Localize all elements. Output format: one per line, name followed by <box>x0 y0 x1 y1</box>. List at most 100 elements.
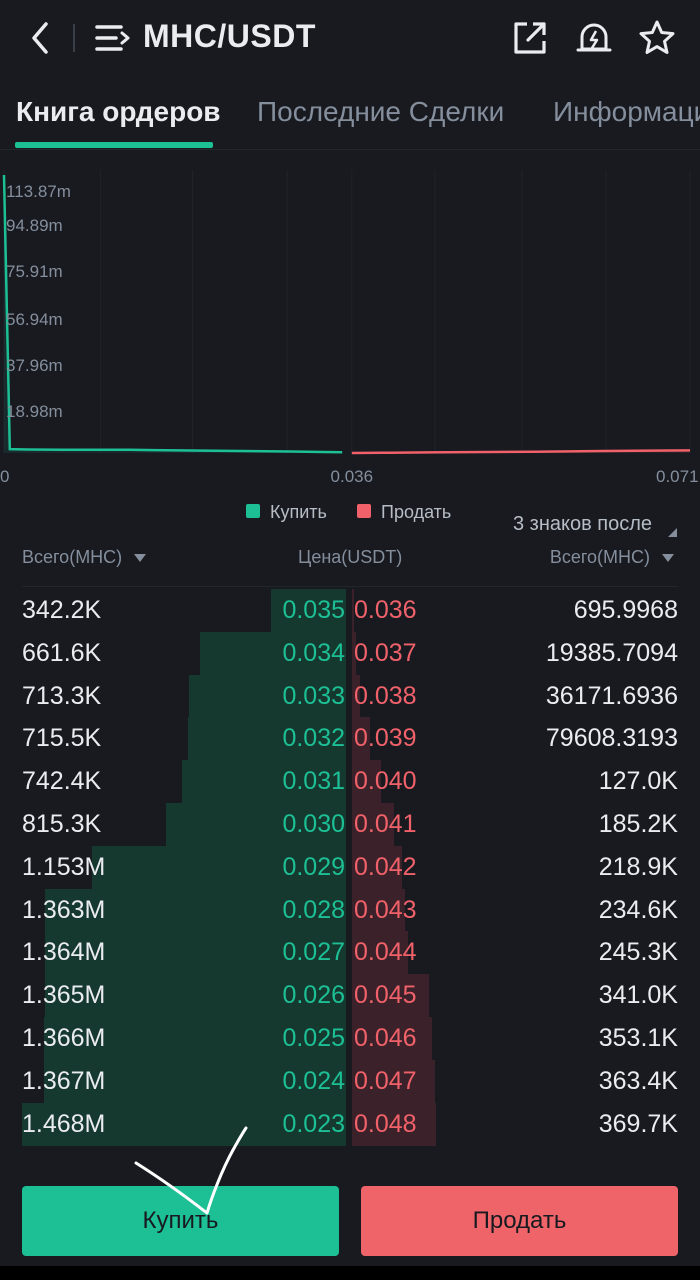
bid-total-header-label: Всего(MHC) <box>22 547 123 567</box>
ask-total-header[interactable]: Всего(MHC) <box>550 547 674 568</box>
ask-price-cell[interactable]: 0.039 <box>354 724 417 753</box>
external-link-icon[interactable] <box>510 18 550 58</box>
bid-total-cell[interactable]: 1.367M <box>22 1066 106 1095</box>
y-tick-label: 56.94m <box>6 310 63 329</box>
bid-price-cell[interactable]: 0.028 <box>282 895 345 924</box>
ask-price-cell[interactable]: 0.048 <box>354 1109 417 1138</box>
ask-price-cell[interactable]: 0.046 <box>354 1024 417 1052</box>
bid-total-cell[interactable]: 815.3K <box>22 810 102 838</box>
bid-price-cell[interactable]: 0.032 <box>282 724 345 753</box>
ask-total-cell[interactable]: 19385.7094 <box>545 638 678 667</box>
header-divider-line <box>22 586 678 587</box>
ask-price-cell[interactable]: 0.037 <box>354 638 417 667</box>
ask-price-cell[interactable]: 0.047 <box>354 1066 417 1095</box>
bid-total-cell[interactable]: 1.363M <box>22 895 106 924</box>
bid-depth-bar <box>199 631 346 675</box>
ask-total-cell[interactable]: 245.3K <box>598 938 678 967</box>
order-book-row[interactable]: 1.363M 0.028 0.043 234.6K <box>0 889 700 932</box>
order-book-row[interactable]: 1.364M 0.027 0.044 245.3K <box>0 931 700 974</box>
ask-total-cell[interactable]: 79608.3193 <box>545 724 678 753</box>
bid-price-cell[interactable]: 0.030 <box>282 810 345 838</box>
buy-button[interactable]: Купить <box>22 1186 339 1256</box>
ask-total-cell[interactable]: 234.6K <box>598 895 678 924</box>
order-book-row[interactable]: 342.2K 0.035 0.036 695.9968 <box>0 589 700 632</box>
order-book-row[interactable]: 742.4K 0.031 0.040 127.0K <box>0 760 700 803</box>
y-tick-label: 18.98m <box>6 402 63 421</box>
bid-depth-bar <box>188 717 346 761</box>
bid-price-cell[interactable]: 0.031 <box>282 767 345 796</box>
ask-price-cell[interactable]: 0.044 <box>354 938 417 967</box>
bid-price-cell[interactable]: 0.024 <box>282 1066 345 1095</box>
bid-price-cell[interactable]: 0.035 <box>282 596 345 624</box>
bid-total-cell[interactable]: 713.3K <box>22 681 102 710</box>
ask-price-cell[interactable]: 0.042 <box>354 852 417 881</box>
ask-total-cell[interactable]: 341.0K <box>598 981 678 1010</box>
ask-depth-bar <box>352 631 357 675</box>
ask-total-cell[interactable]: 185.2K <box>598 810 678 838</box>
bid-price-cell[interactable]: 0.026 <box>282 981 345 1010</box>
ask-total-cell[interactable]: 363.4K <box>598 1066 678 1095</box>
ask-price-cell[interactable]: 0.040 <box>354 767 417 796</box>
caret-down-icon[interactable] <box>662 554 674 563</box>
order-book-row[interactable]: 1.365M 0.026 0.045 341.0K <box>0 974 700 1017</box>
bid-total-cell[interactable]: 1.366M <box>22 1024 106 1052</box>
bid-price-cell[interactable]: 0.034 <box>282 638 345 667</box>
ask-depth-bar <box>352 931 408 975</box>
back-chevron-icon[interactable] <box>20 18 60 58</box>
bid-total-cell[interactable]: 1.364M <box>22 938 106 967</box>
ask-depth-bar <box>352 760 381 804</box>
bid-depth-bar <box>45 888 346 932</box>
bid-total-cell[interactable]: 342.2K <box>22 596 102 624</box>
order-book-row[interactable]: 1.366M 0.025 0.046 353.1K <box>0 1017 700 1060</box>
ask-price-cell[interactable]: 0.041 <box>354 810 417 838</box>
order-book-row[interactable]: 713.3K 0.033 0.038 36171.6936 <box>0 675 700 718</box>
ask-total-cell[interactable]: 218.9K <box>598 852 678 881</box>
ask-depth-bar <box>352 717 371 761</box>
ask-price-cell[interactable]: 0.043 <box>354 895 417 924</box>
ask-total-cell[interactable]: 369.7K <box>598 1109 678 1138</box>
bid-price-cell[interactable]: 0.023 <box>282 1109 345 1138</box>
ask-total-cell[interactable]: 353.1K <box>598 1024 678 1052</box>
sell-button[interactable]: Продать <box>361 1186 678 1256</box>
depth-chart[interactable]: 113.87m 94.89m 75.91m 56.94m 37.96m 18.98m 0 0… <box>0 160 700 490</box>
tab-recent-trades[interactable]: Последние Сделки <box>257 96 505 127</box>
order-book-row[interactable]: 1.153M 0.029 0.042 218.9K <box>0 846 700 889</box>
decimals-selector[interactable]: 3 знаков после <box>513 513 653 535</box>
bid-total-cell[interactable]: 1.468M <box>22 1109 106 1138</box>
bid-price-cell[interactable]: 0.029 <box>282 852 345 881</box>
order-book-row[interactable]: 1.367M 0.024 0.047 363.4K <box>0 1060 700 1103</box>
tabs-divider <box>0 149 700 150</box>
bid-total-cell[interactable]: 715.5K <box>22 724 102 753</box>
ask-depth-bar <box>352 845 402 889</box>
order-book-row[interactable]: 815.3K 0.030 0.041 185.2K <box>0 803 700 846</box>
ask-total-cell[interactable]: 127.0K <box>598 767 678 796</box>
ask-total-cell[interactable]: 36171.6936 <box>545 681 678 710</box>
bid-total-cell[interactable]: 1.365M <box>22 981 106 1010</box>
bid-price-cell[interactable]: 0.033 <box>282 681 345 710</box>
order-book-row[interactable]: 661.6K 0.034 0.037 19385.7094 <box>0 632 700 675</box>
price-alert-bell-icon[interactable] <box>574 18 614 58</box>
bid-total-header[interactable]: Всего(MHC) <box>22 547 147 568</box>
menu-list-icon[interactable] <box>94 18 134 58</box>
tab-order-book[interactable]: Книга ордеров <box>16 96 221 127</box>
ask-depth-bar <box>352 1017 433 1060</box>
order-book-row[interactable]: 715.5K 0.032 0.039 79608.3193 <box>0 717 700 760</box>
order-book-row[interactable]: 1.468M 0.023 0.048 369.7K <box>0 1103 700 1146</box>
trading-pair-title[interactable]: MHC/USDT <box>143 18 316 54</box>
price-header: Цена(USDT) <box>298 547 403 567</box>
bid-price-cell[interactable]: 0.027 <box>282 938 345 967</box>
bid-total-cell[interactable]: 661.6K <box>22 638 102 667</box>
bid-depth-bar <box>270 589 346 632</box>
ask-total-cell[interactable]: 695.9968 <box>573 596 678 624</box>
ask-price-cell[interactable]: 0.036 <box>354 596 417 624</box>
decimals-corner-icon[interactable] <box>668 528 677 537</box>
ask-price-cell[interactable]: 0.038 <box>354 681 417 710</box>
tab-info[interactable]: Информация <box>553 96 700 127</box>
caret-down-icon[interactable] <box>134 554 147 563</box>
favorite-star-icon[interactable] <box>637 18 677 58</box>
bid-total-cell[interactable]: 742.4K <box>22 767 102 796</box>
bid-total-cell[interactable]: 1.153M <box>22 852 106 881</box>
sell-depth-line <box>351 449 691 455</box>
bid-price-cell[interactable]: 0.025 <box>282 1024 345 1052</box>
ask-price-cell[interactable]: 0.045 <box>354 981 417 1010</box>
